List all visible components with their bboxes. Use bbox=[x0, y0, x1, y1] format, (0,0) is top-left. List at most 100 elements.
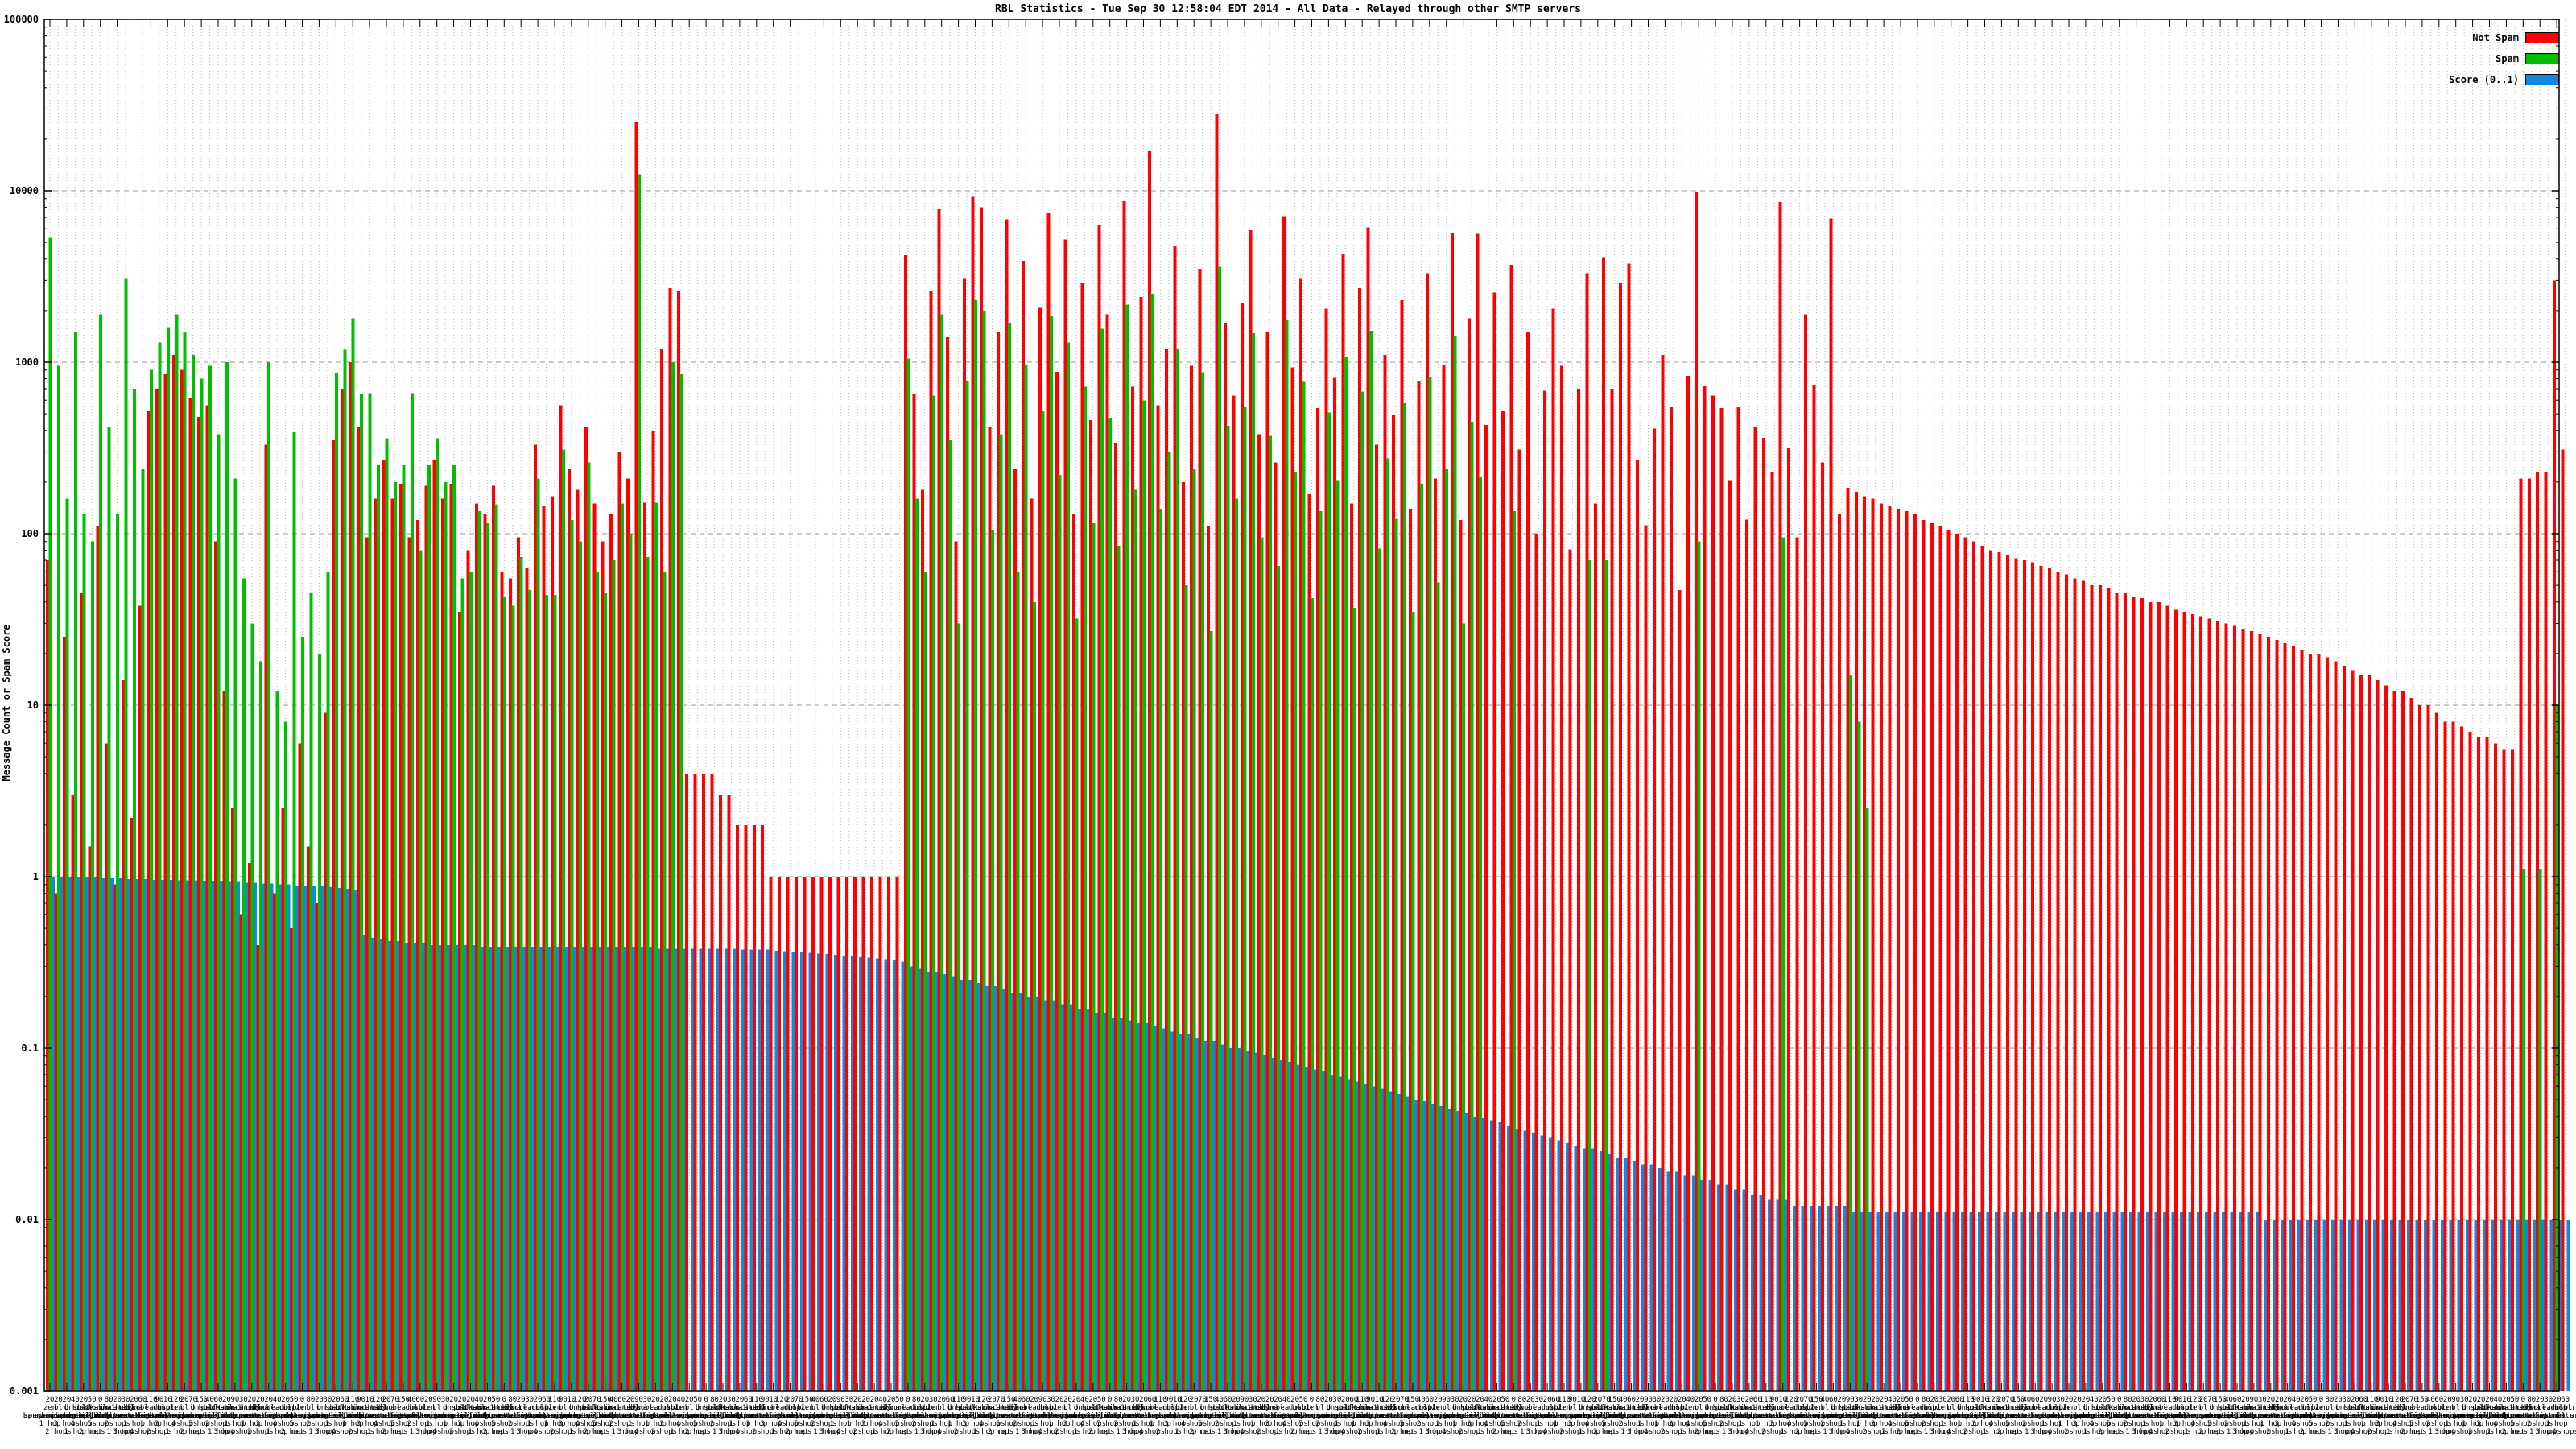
x-tick-label: 70 korea services.net 2 hops bbox=[1377, 1396, 1430, 1436]
x-tick-label: 30 dnsbl sorbs.net 3 hops bbox=[308, 1396, 348, 1436]
x-tick-label: 40 dnsbl-1 uceprotect.net 1 hop bbox=[1458, 1396, 1519, 1436]
x-tick-label: 10 ix.dnsbl manitu.net 3 hops bbox=[1357, 1396, 1402, 1428]
x-tick-label: 60 noptr spamrats.com 2 hops bbox=[2413, 1396, 2466, 1428]
x-tick-label: 80 rbl efnetrbl.org net 1 hop bbox=[1899, 1396, 1952, 1436]
x-tick-label: 110 dnsbl sorbs.net 1 hop bbox=[939, 1396, 978, 1428]
x-tick-label: 90 bl spamcop.net 2 hops bbox=[539, 1396, 588, 1436]
x-tick-label: 150 virbl.dnsbl bit.nl 5 hops bbox=[1389, 1396, 1437, 1428]
x-tick-label: 40 virbl.dnsbl bit.nl 1 hop bbox=[2272, 1396, 2320, 1436]
x-tick-label: 30 dnsbl-1 uceprotect.net 3 hops bbox=[1710, 1396, 1772, 1436]
legend-label-not-spam: Not Spam bbox=[2472, 31, 2519, 43]
x-tick-label: 120 virbl.dnsbl bit.nl 1 hop bbox=[758, 1396, 806, 1436]
x-tick-label: 20 truncate gbudb.net 4 hops bbox=[972, 1396, 1012, 1428]
x-tick-label: 10 korea services.net 3 hops bbox=[1757, 1396, 1810, 1428]
x-tick-label: 20 psbl surriel.com 1 hop bbox=[2330, 1396, 2380, 1428]
x-tick-label: 90 psbl surriel.com 2 hops bbox=[1952, 1396, 2000, 1436]
x-tick-label: 60 korea services.net 4 hops bbox=[116, 1396, 169, 1436]
x-tick-label: 20 noptr spamrats.com 3 hops bbox=[1655, 1396, 1708, 1428]
x-tick-label: 0 dnsbl-1 uceprotect.net 5 hops bbox=[2088, 1396, 2150, 1428]
x-tick-label: 40 dyna spamrats.com net 1 hop bbox=[2000, 1396, 2054, 1436]
x-tick-label: 20 bl spamcop.net 4 hops bbox=[2179, 1396, 2227, 1428]
x-tick-label: 10 noptr spamrats.com 3 hops bbox=[141, 1396, 194, 1428]
x-tick-label: 20 psbl surriel.com 1 hop bbox=[312, 1396, 361, 1428]
x-tick-label: 20 korea services.net 3 hops bbox=[2261, 1396, 2314, 1428]
x-tick-label: 30 korea services.net 4 hops bbox=[1630, 1396, 1683, 1436]
x-tick-label: 20 dyna spamrats.com 1 hop bbox=[2126, 1396, 2180, 1428]
x-tick-label: 30 zen spamhaus.org 3 hops bbox=[1916, 1396, 1969, 1436]
y-tick-label: 0.01 bbox=[15, 1214, 39, 1225]
x-tick-label: 40 psbl surriel.com net 1 hop bbox=[185, 1396, 234, 1436]
x-tick-label: 30 ix.dnsbl manitu.net 4 hops bbox=[1231, 1396, 1275, 1436]
x-tick-label: 30 virbl.dnsbl bit.nl 3 hops bbox=[2524, 1396, 2573, 1436]
x-tick-label: 80 psbl surriel.com net 1 hop bbox=[1699, 1396, 1748, 1436]
x-tick-label: 20 dyna spamrats.com 1 hop bbox=[1117, 1396, 1170, 1428]
x-tick-label: 90 dyna spamrats.com 1 hop bbox=[612, 1396, 666, 1428]
x-tick-label: 20 bl spamcop.net 4 hops bbox=[1674, 1396, 1723, 1428]
x-tick-label: 90 rbl efnetrbl.org 2 hops bbox=[2152, 1396, 2205, 1436]
x-tick-label: 80 dyna spamrats.com net 1 hop bbox=[2505, 1396, 2558, 1436]
x-tick-label: 120 dnsbl-1 uceprotect.net 1 hop bbox=[953, 1396, 1014, 1436]
x-tick-label: 20 dnsbl sorbs.net 3 hops bbox=[1822, 1396, 1862, 1436]
x-tick-label: 30 ix.dnsbl manitu.net 4 hops bbox=[2240, 1396, 2285, 1436]
x-tick-label: 70 noptr spamrats.com 2 hops bbox=[1781, 1396, 1835, 1436]
x-tick-label: 30 virbl.dnsbl bit.nl 3 hops bbox=[505, 1396, 554, 1436]
x-tick-label: 80 bl spamcop.net net 1 hop bbox=[1296, 1396, 1344, 1436]
x-tick-label: 20 dyna spamrats.com 4 hops bbox=[1874, 1396, 1927, 1428]
x-tick-label: 40 dnsbl-1 uceprotect.net 1 hop bbox=[448, 1396, 510, 1436]
x-tick-label: 110 dnsbl-1 uceprotect.net 1 hop bbox=[322, 1396, 384, 1428]
x-tick-label: 20 psbl surriel.com 4 hops bbox=[1068, 1396, 1117, 1428]
x-tick-label: 20 b barracudacentral.org 2 hops bbox=[2294, 1396, 2382, 1428]
x-tick-label: 150 dnsbl-1 uceprotect.net 5 hops bbox=[574, 1396, 636, 1428]
x-tick-label: 40 dnsbl-1 uceprotect.net 1 hop bbox=[2467, 1396, 2529, 1436]
x-tick-label: 20 dyna spamrats.com 2 hops bbox=[2252, 1396, 2306, 1436]
x-tick-label: 20 korea services.net 2 hops bbox=[494, 1396, 547, 1428]
x-tick-label: 90 dyna spamrats.com 2 hops bbox=[1748, 1396, 1801, 1436]
x-tick-label: 20 cbl abuseat.org 1 hop bbox=[2246, 1396, 2295, 1428]
not-spam-swatch bbox=[2525, 31, 2559, 43]
y-tick-label: 1 bbox=[32, 871, 39, 882]
x-tick-label: 20 korea services.net 3 hops bbox=[1252, 1396, 1305, 1428]
y-tick-label: 100000 bbox=[3, 14, 39, 25]
legend-label-score: Score (0..1) bbox=[2449, 73, 2519, 85]
x-tick-label: 40 dyna spamrats.com net 1 hop bbox=[991, 1396, 1044, 1436]
x-tick-label: 50 korea services.net 2 hops bbox=[1882, 1396, 1935, 1436]
x-tick-label: 20 noptr spamrats.com 3 hops bbox=[646, 1396, 699, 1428]
x-tick-label: 0 zen spamhaus.org 5 hops bbox=[275, 1396, 329, 1428]
x-tick-label: 10 b barracudacentral.org 3 hops bbox=[1537, 1396, 1625, 1428]
x-tick-label: 120 cbl abuseat.org 1 hop bbox=[1363, 1396, 1412, 1436]
x-tick-label: 120 zen spamhaus.org 1 hop bbox=[2169, 1396, 2222, 1436]
x-tick-label: 20 korea services.net 2 hops bbox=[1504, 1396, 1557, 1428]
y-tick-label: 10000 bbox=[9, 185, 39, 196]
x-tick-label: 110 cbl abuseat.org 1 hop bbox=[1741, 1396, 1790, 1428]
x-tick-label: 20 bl spamcop.net 1 hop bbox=[917, 1396, 966, 1428]
x-tick-label: 10 b barracudacentral.org 3 hops bbox=[527, 1396, 616, 1428]
x-tick-label: 120 zen spamhaus.org 1 hop bbox=[150, 1396, 203, 1436]
x-tick-label: 20 dnsbl-1 uceprotect.net 3 hops bbox=[196, 1396, 258, 1436]
x-tick-label: 20 dnsbl-1 uceprotect.net 1 hop bbox=[1836, 1396, 1898, 1428]
x-tick-label: 60 b barracudacentral.org 4 hops bbox=[1915, 1396, 2004, 1436]
x-tick-label: 0 dnsbl sorbs.net 5 hops bbox=[1695, 1396, 1736, 1428]
x-tick-label: 90 rbl efnetrbl.org 1 hop bbox=[2025, 1396, 2079, 1428]
x-tick-label: 20 psbl surriel.com 4 hops bbox=[1573, 1396, 1622, 1428]
x-tick-label: 30 b barracudacentral.org 4 hops bbox=[401, 1396, 489, 1436]
x-tick-label: 20 b barracudacentral.org 3 hops bbox=[1032, 1396, 1121, 1428]
x-tick-label: 20 zen spamhaus.org 3 hops bbox=[1411, 1396, 1464, 1436]
x-tick-label: 50 b barracudacentral.org 2 hops bbox=[654, 1396, 741, 1436]
x-tick-label: 150 virbl.dnsbl bit.nl 5 hops bbox=[379, 1396, 427, 1428]
bars-layer bbox=[46, 114, 2570, 1392]
x-tick-label: 20 cbl abuseat.org 1 hop bbox=[227, 1396, 276, 1428]
x-tick-label: 70 b barracudacentral.org 2 hops bbox=[1158, 1396, 1246, 1436]
x-tick-label: 20 truncate gbudb.net 4 hops bbox=[2487, 1396, 2526, 1428]
x-tick-label: 60 noptr spamrats.com 2 hops bbox=[394, 1396, 447, 1428]
x-tick-label: 90 bl spamcop.net 1 hop bbox=[1422, 1396, 1471, 1428]
x-tick-label: 110 zen spamhaus.org 1 hop bbox=[528, 1396, 581, 1428]
x-tick-label: 40 truncate gbudb.net net 1 hop bbox=[1603, 1396, 1643, 1436]
x-tick-label: 20 psbl surriel.com 2 hops bbox=[2457, 1396, 2505, 1436]
x-tick-label: 80 truncate gbudb.net net 1 hop bbox=[1098, 1396, 1138, 1436]
x-tick-label: 20 dyna spamrats.com 4 hops bbox=[2379, 1396, 2432, 1428]
x-tick-label: 40 psbl surriel.com net 1 hop bbox=[2204, 1396, 2253, 1436]
x-tick-label: 80 truncate gbudb.net net 1 hop bbox=[89, 1396, 129, 1436]
x-tick-label: 20 truncate gbudb.net 1 hop bbox=[720, 1396, 760, 1428]
